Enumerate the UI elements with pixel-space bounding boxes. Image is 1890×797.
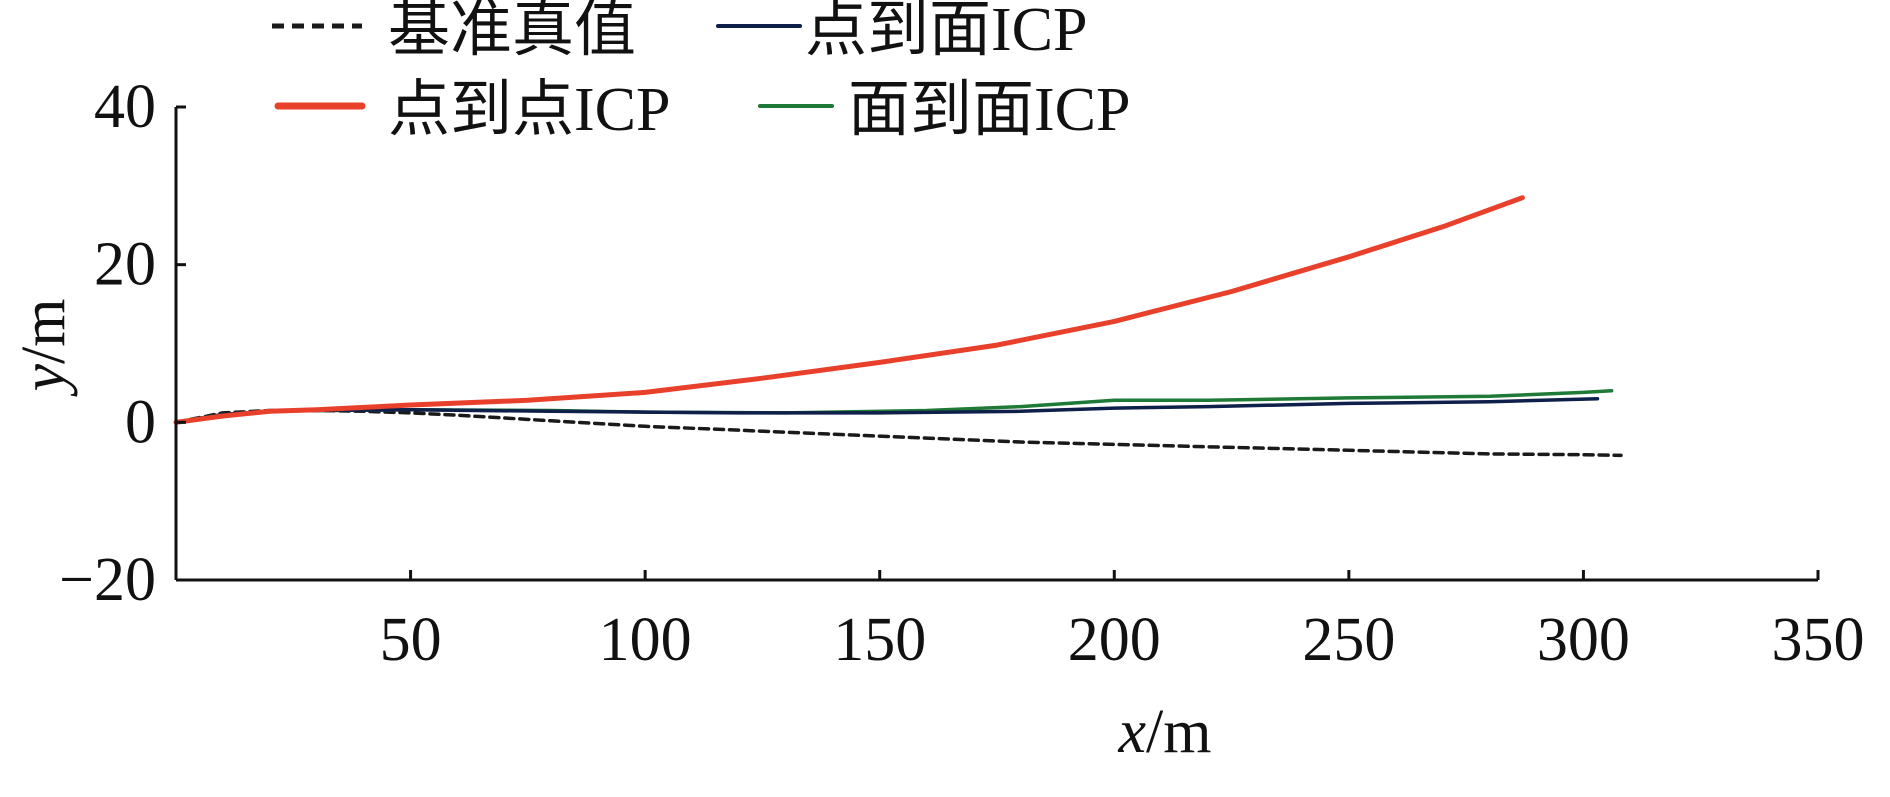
point-to-point-icp-line — [173, 195, 1525, 425]
y-tick-label: 0 — [125, 388, 156, 456]
legend-point-to-point-icp: 点到点ICP — [274, 76, 670, 144]
x-tick-label: 300 — [1537, 606, 1630, 674]
y-tick-label: −20 — [59, 546, 156, 614]
legend-point-to-plane-icp: 点到面ICP — [716, 0, 1087, 64]
axes-layer: 50 100 150 200 250 300 350 −20 0 20 40 — [59, 73, 1864, 674]
x-tick-label: 100 — [599, 606, 692, 674]
x-tick-label: 200 — [1068, 606, 1161, 674]
y-axis-label: y/m — [10, 299, 78, 398]
legend-label: 基准真值 — [388, 0, 636, 64]
ground-truth-line — [174, 408, 1623, 458]
legend-ground-truth: 基准真值 — [272, 0, 636, 64]
legend-label: 点到面ICP — [805, 0, 1087, 64]
y-tick-label: 40 — [94, 73, 156, 141]
series-layer — [173, 195, 1623, 458]
legend-plane-to-plane-icp: 面到面ICP — [758, 76, 1130, 144]
x-axis-label: x/m — [1118, 698, 1212, 766]
x-tick-label: 150 — [833, 606, 926, 674]
x-tick-label: 350 — [1772, 606, 1865, 674]
legend: 基准真值 点到面ICP 点到点ICP 面到面ICP — [272, 0, 1130, 144]
legend-label: 面到面ICP — [848, 76, 1130, 144]
y-tick-label: 20 — [94, 231, 156, 299]
x-tick-label: 50 — [380, 606, 442, 674]
x-tick-label: 250 — [1302, 606, 1395, 674]
legend-label: 点到点ICP — [388, 76, 670, 144]
